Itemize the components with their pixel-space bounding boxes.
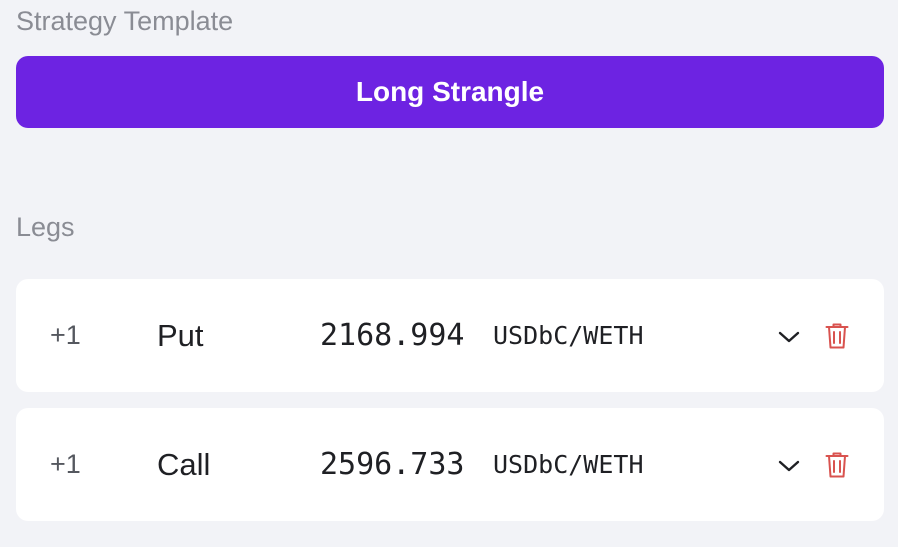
leg-card: +1 Put 2168.994 USDbC/WETH [16,279,884,392]
trash-icon[interactable] [822,319,852,353]
leg-strike-unit: USDbC/WETH [493,321,644,350]
leg-card: +1 Call 2596.733 USDbC/WETH [16,408,884,521]
strategy-template-label: Strategy Template [16,6,234,36]
leg-option-type[interactable]: Call [157,446,211,482]
leg-option-type[interactable]: Put [157,317,204,353]
leg-quantity[interactable]: +1 [50,449,81,479]
leg-strike-price[interactable]: 2168.994 [320,318,465,353]
leg-strike-price[interactable]: 2596.733 [320,447,465,482]
leg-strike-unit: USDbC/WETH [493,450,644,479]
leg-quantity[interactable]: +1 [50,320,81,350]
trash-icon[interactable] [822,448,852,482]
strategy-template-button[interactable]: Long Strangle [16,56,884,128]
legs-label: Legs [16,212,75,242]
chevron-down-icon[interactable] [774,451,804,481]
chevron-down-icon[interactable] [774,322,804,352]
